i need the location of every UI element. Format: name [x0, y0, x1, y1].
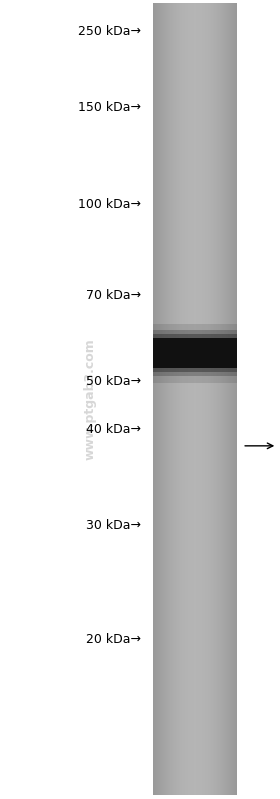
Bar — [153, 4, 237, 795]
Text: 50 kDa→: 50 kDa→ — [86, 376, 141, 388]
Bar — [153, 330, 237, 376]
Text: 20 kDa→: 20 kDa→ — [87, 633, 141, 646]
Bar — [153, 338, 237, 368]
Text: 70 kDa→: 70 kDa→ — [86, 289, 141, 302]
Bar — [153, 334, 237, 372]
Text: www.ptgab3.com: www.ptgab3.com — [83, 339, 96, 460]
Text: 40 kDa→: 40 kDa→ — [87, 423, 141, 435]
Text: 100 kDa→: 100 kDa→ — [78, 198, 141, 211]
Text: 150 kDa→: 150 kDa→ — [78, 101, 141, 114]
Text: 30 kDa→: 30 kDa→ — [87, 519, 141, 532]
Bar — [153, 324, 237, 383]
Text: 250 kDa→: 250 kDa→ — [78, 26, 141, 38]
